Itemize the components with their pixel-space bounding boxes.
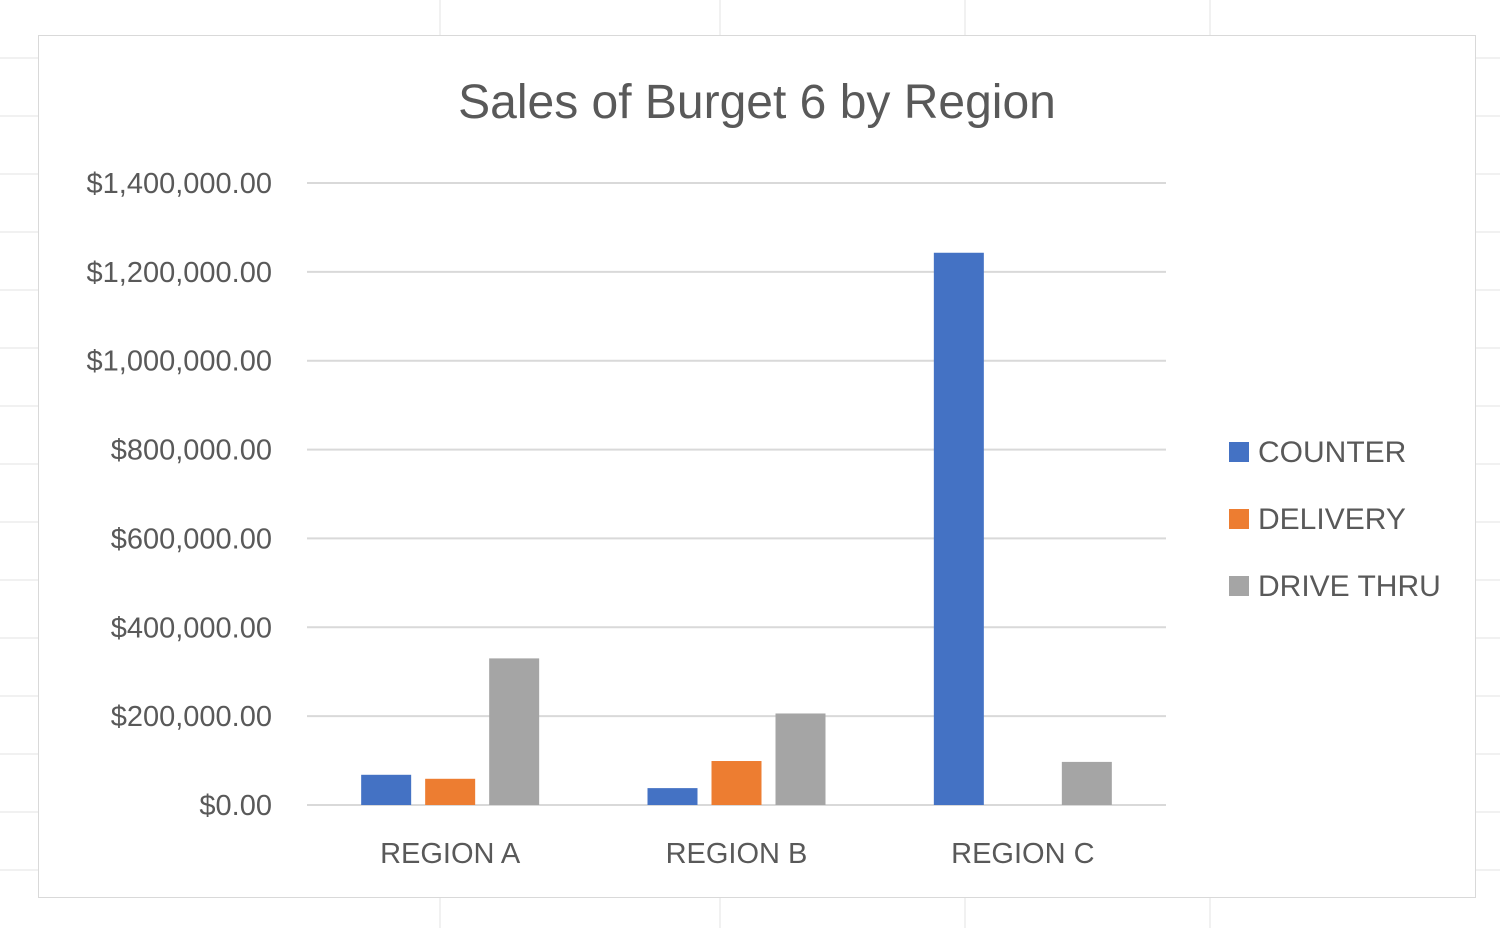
bar-counter[interactable] xyxy=(361,774,412,805)
y-tick-label: $600,000.00 xyxy=(111,523,272,555)
bar-drive-thru[interactable] xyxy=(489,658,540,805)
chart-area[interactable] xyxy=(38,35,1476,898)
legend-swatch xyxy=(1229,509,1249,529)
y-tick-label: $800,000.00 xyxy=(111,435,272,467)
bar-drive-thru[interactable] xyxy=(1061,761,1112,805)
bar-drive-thru[interactable] xyxy=(775,713,826,805)
y-tick-label: $200,000.00 xyxy=(111,701,272,733)
y-axis-ticks: $0.00 $200,000.00 $400,000.00 $600,000.00 $8… xyxy=(87,168,272,822)
x-category-label: REGION B xyxy=(666,838,808,870)
legend-swatch xyxy=(1229,576,1249,596)
legend-label: DRIVE THRU xyxy=(1258,570,1441,603)
y-tick-label: $1,000,000.00 xyxy=(87,346,272,378)
y-tick-label: $1,200,000.00 xyxy=(87,257,272,289)
bar-counter[interactable] xyxy=(647,788,698,805)
y-tick-label: $0.00 xyxy=(199,790,272,822)
bar-counter[interactable] xyxy=(933,252,984,805)
bar-delivery[interactable] xyxy=(425,778,476,805)
bars xyxy=(361,252,1112,805)
x-axis-categories: REGION A REGION B REGION C xyxy=(380,838,1094,870)
x-category-label: REGION C xyxy=(951,838,1094,870)
x-category-label: REGION A xyxy=(380,838,521,870)
y-tick-label: $400,000.00 xyxy=(111,612,272,644)
gridlines xyxy=(307,182,1166,806)
legend-label: COUNTER xyxy=(1258,436,1406,469)
y-tick-label: $1,400,000.00 xyxy=(87,168,272,200)
chart-title: Sales of Burget 6 by Region xyxy=(458,76,1056,129)
legend-label: DELIVERY xyxy=(1258,503,1406,536)
legend-swatch xyxy=(1229,442,1249,462)
legend: COUNTER DELIVERY DRIVE THRU xyxy=(1229,436,1441,603)
bar-delivery[interactable] xyxy=(711,761,762,805)
